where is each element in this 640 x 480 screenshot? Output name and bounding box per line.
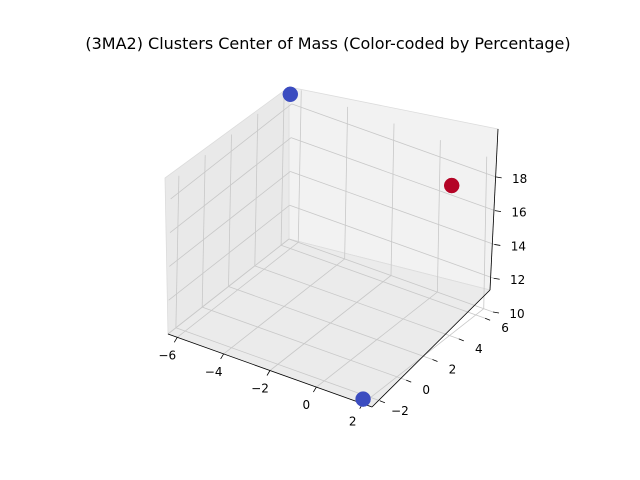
z-axis-line (489, 128, 499, 291)
x-tick-label: −4 (205, 365, 223, 379)
y-tick-label: −2 (391, 404, 409, 418)
ticks: −6 −4 −2 0 2 −2 0 2 4 610 12 14 16 18 (158, 172, 527, 429)
z-grid-line (169, 171, 291, 267)
y-tick-label: 0 (422, 383, 430, 397)
x-tick-mark (266, 370, 271, 376)
y-tick-mark (458, 338, 464, 342)
data-point (282, 86, 299, 103)
axis-panes (164, 86, 499, 408)
chart-title: (3MA2) Clusters Center of Mass (Color-co… (85, 34, 570, 53)
z-tick-mark (495, 176, 502, 179)
y-tick-mark (406, 379, 412, 383)
z-tick-label: 18 (512, 172, 527, 186)
y-tick-mark (432, 359, 438, 362)
x-tick-label: 0 (303, 398, 311, 412)
x-grid-line (344, 106, 349, 259)
y-grid-line (201, 155, 206, 308)
y-tick-label: 6 (501, 321, 509, 335)
z-tick-label: 14 (511, 239, 526, 253)
z-grid-line (288, 238, 494, 313)
z-grid-line (169, 137, 292, 233)
y-tick-mark (379, 400, 386, 404)
x-tick-label: −2 (251, 382, 269, 396)
y-tick-label: 4 (475, 342, 483, 356)
y-grid-line (202, 306, 407, 381)
z-grid-line (170, 103, 292, 200)
x-grid-line (297, 90, 302, 243)
z-tick-mark (492, 311, 500, 314)
grid-lines (167, 90, 496, 404)
y-grid-line (175, 327, 381, 402)
z-tick-label: 12 (510, 273, 525, 287)
y-tick-mark (484, 317, 491, 321)
data-point (443, 177, 460, 194)
data-points (282, 86, 460, 407)
x-grid-line (483, 156, 488, 309)
x-tick-label: −6 (158, 348, 176, 362)
z-grid-line (290, 171, 495, 245)
y-grid-line (280, 93, 285, 246)
z-grid-line (291, 103, 496, 178)
x-tick-mark (173, 337, 178, 343)
data-point (355, 391, 371, 407)
x-grid-line (390, 123, 395, 276)
z-grid-line (289, 204, 494, 279)
y-grid-line (280, 244, 486, 319)
x-tick-mark (313, 386, 317, 393)
x-tick-mark (220, 353, 224, 360)
y-tick-label: 2 (449, 363, 457, 377)
y-grid-line (254, 265, 459, 340)
z-grid-line (168, 204, 290, 301)
y-grid-line (175, 175, 180, 328)
z-tick-label: 16 (511, 206, 526, 220)
y-grid-line (228, 286, 433, 360)
z-tick-label: 10 (509, 307, 524, 321)
y-axis-line (371, 289, 491, 408)
x-grid-line (436, 140, 441, 293)
z-tick-mark (494, 244, 501, 246)
z-tick-mark (493, 277, 500, 280)
x-tick-label: 2 (349, 415, 357, 429)
y-grid-line (254, 113, 259, 266)
z-grid-line (167, 238, 290, 335)
z-tick-mark (494, 210, 502, 213)
z-grid-line (290, 137, 496, 212)
y-grid-line (228, 134, 232, 287)
